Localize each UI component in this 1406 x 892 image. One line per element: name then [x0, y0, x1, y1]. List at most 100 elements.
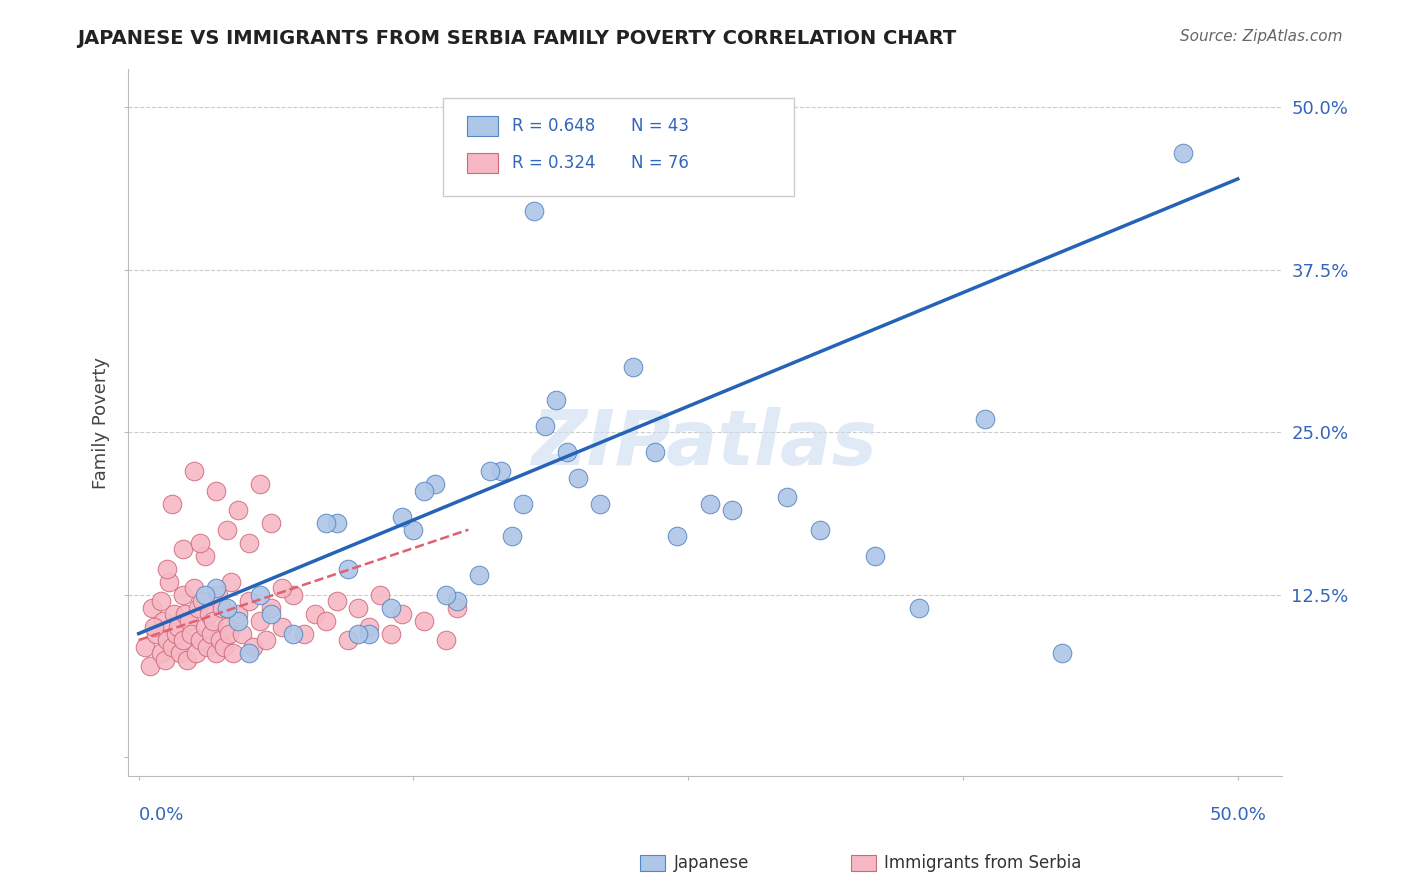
Point — [194, 620, 217, 634]
Point — [188, 633, 211, 648]
Point — [402, 523, 425, 537]
Text: Immigrants from Serbia: Immigrants from Serbia — [884, 854, 1081, 871]
Point — [413, 614, 436, 628]
Point — [621, 360, 644, 375]
Point — [259, 516, 281, 531]
Point — [254, 633, 277, 648]
Point — [172, 633, 194, 648]
Point — [721, 503, 744, 517]
Text: 0.0%: 0.0% — [139, 806, 184, 824]
Point — [259, 607, 281, 621]
Point — [184, 646, 207, 660]
Point — [479, 464, 502, 478]
Point — [974, 412, 997, 426]
Point — [195, 640, 218, 654]
Point — [359, 620, 381, 634]
Point — [304, 607, 326, 621]
Point — [370, 588, 392, 602]
Point — [163, 607, 186, 621]
Y-axis label: Family Poverty: Family Poverty — [93, 357, 110, 489]
Point — [391, 607, 413, 621]
Point — [546, 392, 568, 407]
Point — [188, 535, 211, 549]
Point — [249, 614, 271, 628]
Point — [226, 607, 249, 621]
Point — [292, 626, 315, 640]
Point — [215, 523, 238, 537]
Point — [446, 600, 468, 615]
Text: ZIPatlas: ZIPatlas — [531, 407, 877, 481]
Point — [215, 620, 238, 634]
Text: JAPANESE VS IMMIGRANTS FROM SERBIA FAMILY POVERTY CORRELATION CHART: JAPANESE VS IMMIGRANTS FROM SERBIA FAMIL… — [77, 29, 956, 47]
Point — [172, 542, 194, 557]
Point — [336, 561, 359, 575]
Point — [153, 652, 176, 666]
Text: 50.0%: 50.0% — [1209, 806, 1267, 824]
Point — [169, 646, 191, 660]
Point — [187, 600, 209, 615]
Point — [808, 523, 831, 537]
Point — [325, 594, 347, 608]
Point — [512, 497, 534, 511]
Point — [152, 614, 174, 628]
Point — [491, 464, 513, 478]
Point — [219, 574, 242, 589]
Point — [226, 614, 249, 628]
Point — [534, 418, 557, 433]
Point — [204, 483, 226, 498]
Point — [863, 549, 886, 563]
Point — [242, 640, 264, 654]
Point — [231, 626, 253, 640]
Point — [200, 626, 222, 640]
Point — [436, 633, 458, 648]
Point — [176, 652, 198, 666]
Point — [211, 600, 233, 615]
Point — [238, 594, 260, 608]
Point — [180, 626, 202, 640]
Point — [156, 561, 179, 575]
Point — [208, 633, 231, 648]
Point — [557, 444, 579, 458]
Point — [425, 477, 447, 491]
Point — [141, 600, 163, 615]
Point — [908, 600, 931, 615]
Point — [249, 477, 271, 491]
Text: Source: ZipAtlas.com: Source: ZipAtlas.com — [1180, 29, 1343, 44]
Point — [468, 568, 491, 582]
Point — [143, 620, 166, 634]
Point — [259, 600, 281, 615]
Point — [270, 620, 292, 634]
Point — [1171, 145, 1194, 160]
Point — [1050, 646, 1073, 660]
Point — [160, 640, 183, 654]
Point — [204, 646, 226, 660]
Point — [165, 626, 187, 640]
Point — [589, 497, 612, 511]
Point — [391, 509, 413, 524]
Point — [183, 464, 205, 478]
Point — [249, 588, 271, 602]
Point — [149, 646, 172, 660]
Text: N = 43: N = 43 — [631, 117, 689, 135]
Point — [413, 483, 436, 498]
Point — [207, 588, 229, 602]
Point — [214, 640, 236, 654]
Point — [281, 588, 304, 602]
Point — [347, 600, 370, 615]
Point — [194, 549, 217, 563]
Point — [160, 497, 183, 511]
Text: R = 0.324: R = 0.324 — [512, 154, 595, 172]
Point — [699, 497, 721, 511]
Point — [167, 620, 190, 634]
Point — [159, 574, 181, 589]
Point — [198, 607, 221, 621]
Point — [501, 529, 523, 543]
Point — [202, 614, 225, 628]
Text: Japanese: Japanese — [673, 854, 749, 871]
Point — [191, 594, 214, 608]
Point — [134, 640, 156, 654]
Point — [173, 607, 195, 621]
Point — [776, 490, 799, 504]
Point — [215, 600, 238, 615]
Point — [156, 633, 179, 648]
